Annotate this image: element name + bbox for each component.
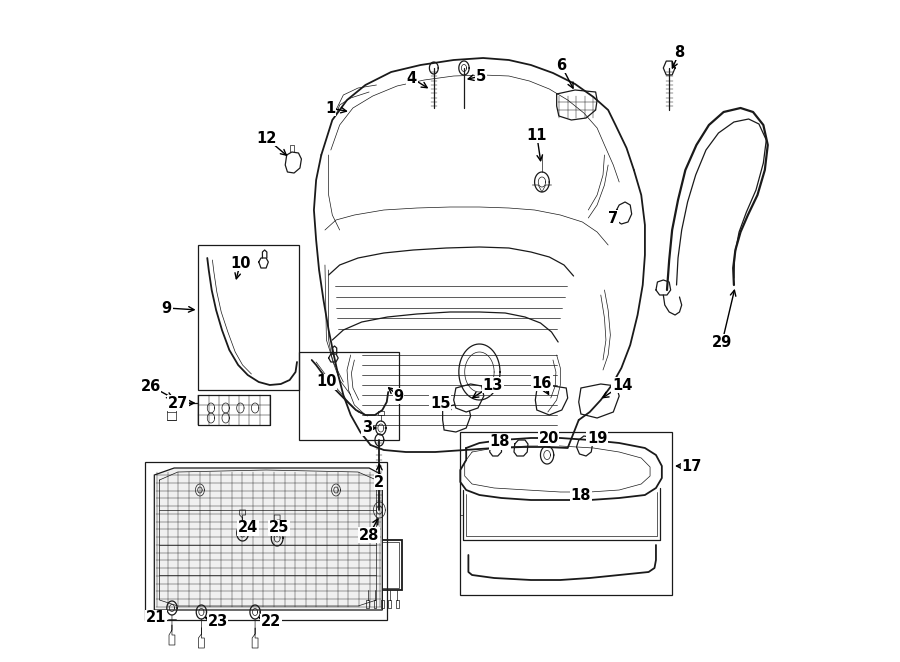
- Text: 26: 26: [140, 379, 161, 393]
- Text: 27: 27: [167, 395, 188, 410]
- Text: 16: 16: [532, 375, 552, 391]
- Text: 2: 2: [374, 475, 384, 489]
- Text: 19: 19: [587, 430, 608, 446]
- Text: 28: 28: [359, 528, 379, 542]
- Polygon shape: [579, 384, 619, 418]
- Text: 18: 18: [490, 434, 510, 449]
- Text: 8: 8: [674, 44, 685, 60]
- Polygon shape: [536, 386, 568, 415]
- Text: 9: 9: [162, 301, 172, 316]
- Text: 21: 21: [146, 610, 166, 626]
- Bar: [460, 432, 672, 595]
- Text: 24: 24: [238, 520, 257, 536]
- Text: 4: 4: [407, 70, 417, 85]
- Text: 10: 10: [316, 375, 337, 389]
- Text: 6: 6: [556, 58, 566, 73]
- Bar: [198, 245, 299, 390]
- Text: 12: 12: [256, 130, 276, 146]
- Text: 10: 10: [230, 256, 250, 271]
- Polygon shape: [443, 404, 471, 432]
- Bar: [364, 542, 399, 588]
- Text: 9: 9: [393, 389, 403, 404]
- Text: 25: 25: [269, 520, 290, 536]
- Text: 11: 11: [526, 128, 547, 142]
- Text: 18: 18: [571, 489, 591, 504]
- Text: 14: 14: [612, 377, 633, 393]
- Text: 15: 15: [430, 395, 451, 410]
- Text: 23: 23: [207, 614, 228, 630]
- Text: 29: 29: [712, 334, 733, 350]
- Text: 22: 22: [261, 614, 282, 630]
- Polygon shape: [454, 384, 484, 412]
- Text: 1: 1: [325, 101, 335, 115]
- Text: 3: 3: [362, 420, 372, 436]
- Text: 5: 5: [476, 68, 486, 83]
- Text: 7: 7: [608, 211, 618, 226]
- Polygon shape: [154, 468, 382, 610]
- Text: 13: 13: [482, 377, 503, 393]
- Bar: [145, 462, 388, 620]
- Bar: [299, 352, 399, 440]
- Bar: [359, 540, 402, 590]
- Text: 17: 17: [682, 459, 702, 473]
- Text: 20: 20: [538, 430, 559, 446]
